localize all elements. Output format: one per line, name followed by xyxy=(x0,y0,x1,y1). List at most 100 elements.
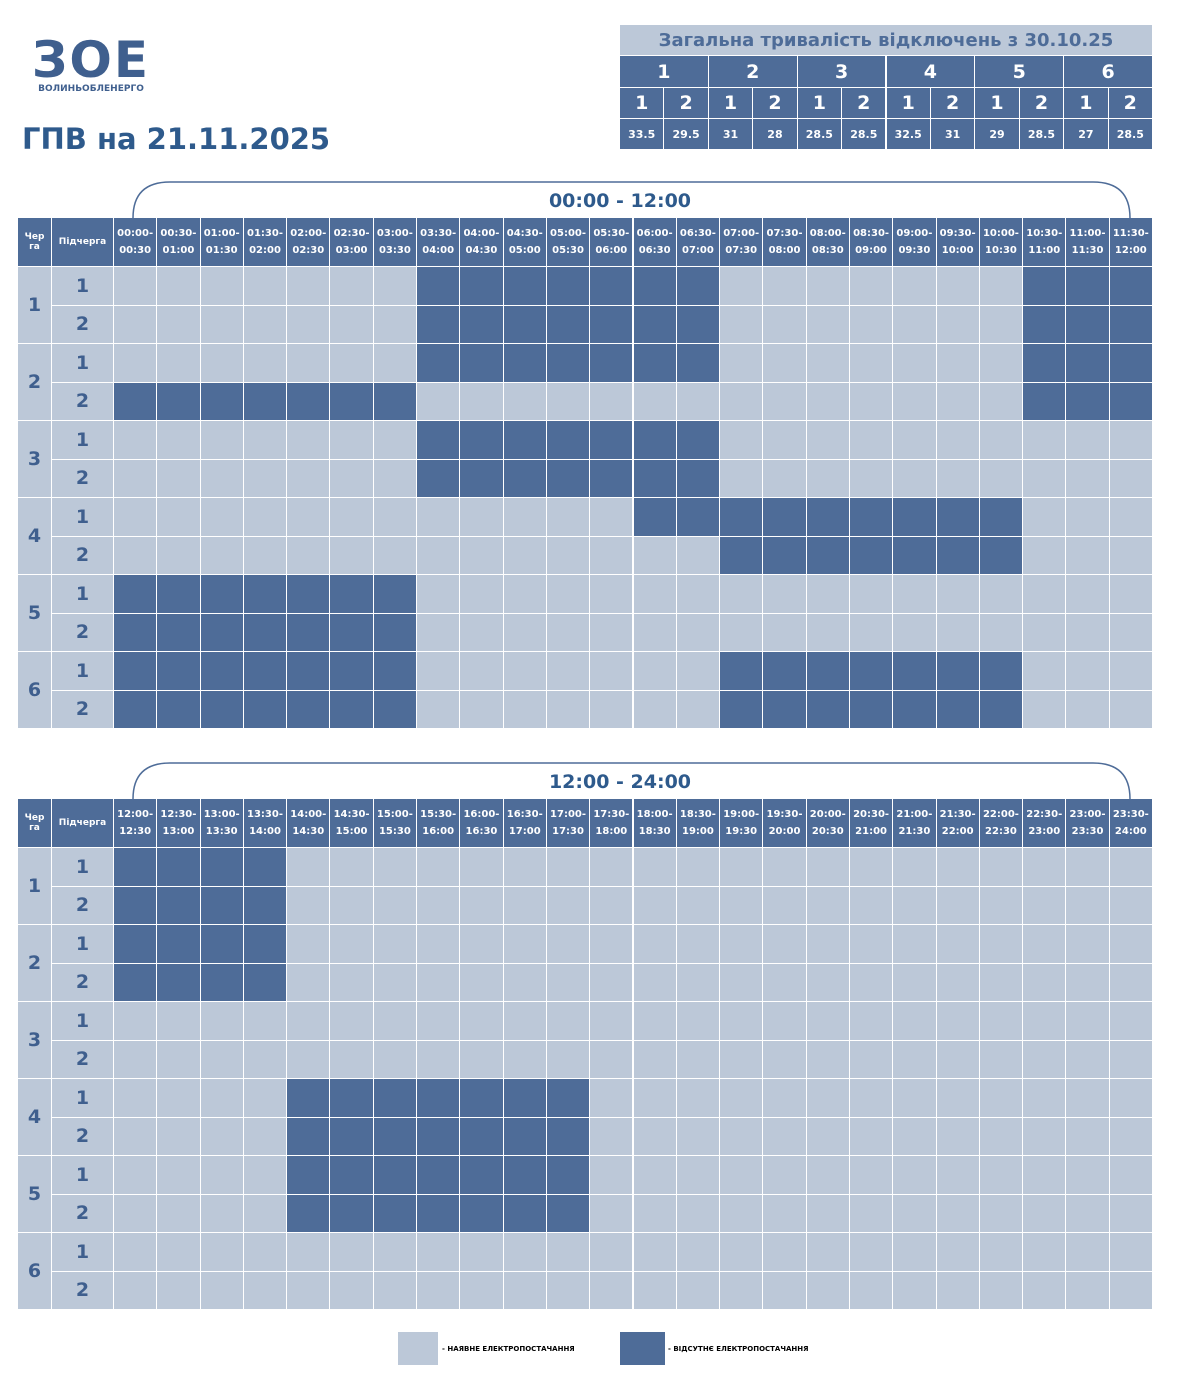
power-cell xyxy=(849,1156,894,1195)
power-cell xyxy=(243,1156,288,1195)
queue-label: 4 xyxy=(18,498,52,575)
slot-header: 02:30-03:00 xyxy=(330,218,374,267)
power-cell xyxy=(676,1002,721,1041)
outage-cell xyxy=(1109,267,1153,306)
power-cell xyxy=(676,1194,721,1233)
slot-header: 01:30-02:00 xyxy=(243,218,288,267)
sub-label: 1 xyxy=(52,1002,114,1041)
power-cell xyxy=(243,1271,288,1310)
power-cell xyxy=(503,536,547,575)
power-cell xyxy=(936,305,980,344)
power-cell xyxy=(1023,848,1067,887)
power-cell xyxy=(979,305,1024,344)
outage-cell xyxy=(979,690,1024,729)
power-cell xyxy=(330,498,374,537)
power-cell xyxy=(720,1156,764,1195)
outage-cell xyxy=(460,459,504,498)
power-cell xyxy=(763,613,807,652)
power-cell xyxy=(330,421,374,460)
power-cell xyxy=(633,575,677,614)
power-cell xyxy=(676,652,721,691)
outage-cell xyxy=(417,344,461,383)
outage-cell xyxy=(979,536,1024,575)
outage-cell xyxy=(849,652,894,691)
outage-cell xyxy=(287,690,331,729)
power-cell xyxy=(243,1194,288,1233)
power-cell xyxy=(633,1156,677,1195)
slot-header: 18:00-18:30 xyxy=(633,799,677,848)
power-cell xyxy=(590,613,634,652)
outage-cell xyxy=(763,652,807,691)
outage-cell xyxy=(893,652,937,691)
power-cell xyxy=(373,1040,418,1079)
power-cell xyxy=(417,1040,461,1079)
power-cell xyxy=(806,1040,850,1079)
power-cell xyxy=(330,344,374,383)
summary-sub: 1 xyxy=(975,88,1020,119)
power-cell xyxy=(763,925,807,964)
outage-cell xyxy=(546,1079,591,1118)
power-cell xyxy=(1109,459,1153,498)
slot-header: 00:30-01:00 xyxy=(157,218,201,267)
outage-cell xyxy=(200,382,244,421)
sub-label: 1 xyxy=(52,421,114,460)
outage-cell xyxy=(546,459,591,498)
queue-label: 3 xyxy=(18,421,52,498)
outage-cell xyxy=(676,498,721,537)
power-cell xyxy=(503,1002,547,1041)
power-cell xyxy=(546,1040,591,1079)
arc xyxy=(132,762,1131,800)
power-cell xyxy=(200,459,244,498)
power-cell xyxy=(157,536,201,575)
power-cell xyxy=(893,421,937,460)
power-cell xyxy=(893,459,937,498)
power-cell xyxy=(503,1271,547,1310)
power-cell xyxy=(157,267,201,306)
summary-value: 33.5 xyxy=(620,119,665,150)
outage-cell xyxy=(114,690,158,729)
power-cell xyxy=(287,267,331,306)
outage-cell xyxy=(936,690,980,729)
summary-sub: 2 xyxy=(753,88,798,119)
power-cell xyxy=(1066,1156,1110,1195)
power-cell xyxy=(546,963,591,1002)
summary-sub: 2 xyxy=(842,88,887,119)
power-cell xyxy=(243,1117,288,1156)
power-cell xyxy=(503,925,547,964)
outage-cell xyxy=(373,382,418,421)
power-cell xyxy=(936,1040,980,1079)
outage-cell xyxy=(676,421,721,460)
sub-label: 2 xyxy=(52,963,114,1002)
power-cell xyxy=(1109,536,1153,575)
power-cell xyxy=(460,613,504,652)
outage-cell xyxy=(243,652,288,691)
outage-cell xyxy=(546,1156,591,1195)
power-cell xyxy=(417,690,461,729)
power-cell xyxy=(1023,536,1067,575)
outage-cell xyxy=(460,344,504,383)
outage-cell xyxy=(287,1156,331,1195)
power-cell xyxy=(849,848,894,887)
power-cell xyxy=(893,886,937,925)
outage-cell xyxy=(633,498,677,537)
power-cell xyxy=(676,886,721,925)
power-cell xyxy=(763,963,807,1002)
outage-cell xyxy=(157,575,201,614)
outage-cell xyxy=(1066,382,1110,421)
slot-header: 13:30-14:00 xyxy=(243,799,288,848)
power-cell xyxy=(373,498,418,537)
outage-cell xyxy=(460,1079,504,1118)
power-cell xyxy=(330,1271,374,1310)
outage-cell xyxy=(373,613,418,652)
power-cell xyxy=(330,1233,374,1272)
power-cell xyxy=(806,382,850,421)
power-cell xyxy=(936,1271,980,1310)
sub-label: 1 xyxy=(52,1156,114,1195)
power-cell xyxy=(287,886,331,925)
power-cell xyxy=(460,575,504,614)
queue-label: 2 xyxy=(18,925,52,1002)
power-cell xyxy=(330,305,374,344)
outage-cell xyxy=(503,421,547,460)
power-cell xyxy=(373,305,418,344)
power-cell xyxy=(1109,575,1153,614)
